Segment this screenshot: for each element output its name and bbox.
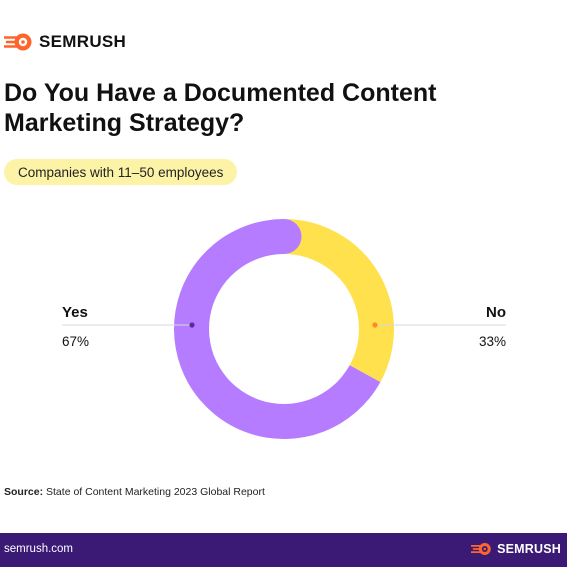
leader-dot-yes: [189, 322, 195, 328]
semrush-flame-icon: [4, 33, 32, 51]
footer-url[interactable]: semrush.com: [4, 543, 74, 555]
chart-title: Do You Have a Documented Content Marketi…: [4, 79, 437, 137]
donut-slices: [173, 219, 394, 440]
donut-slice-cap-yes: [266, 219, 302, 254]
leader-dot-no: [372, 322, 378, 328]
semrush-flame-icon: [471, 543, 491, 555]
footer-brand-wordmark: SEMRUSH: [497, 542, 561, 556]
footer-bar: semrush.com SEMRUSH: [0, 533, 567, 567]
donut-slice-no: [284, 219, 394, 382]
footer-brand-logo: SEMRUSH: [471, 542, 561, 556]
donut-slice-yes: [173, 219, 381, 440]
slice-label-yes: Yes: [62, 304, 88, 321]
brand-wordmark: SEMRUSH: [39, 32, 127, 51]
leader-lines: [62, 322, 506, 328]
slice-value-yes: 67%: [62, 334, 89, 349]
slice-label-no: No: [486, 304, 506, 321]
source-label: Source:: [4, 486, 44, 498]
slice-value-no: 33%: [479, 334, 506, 349]
slice-labels: Yes 67% No 33%: [62, 304, 506, 349]
segment-badge: Companies with 11–50 employees: [4, 159, 238, 185]
brand-logo: SEMRUSH: [4, 32, 126, 52]
source-note: Source: State of Content Marketing 2023 …: [4, 486, 265, 498]
source-text: State of Content Marketing 2023 Global R…: [46, 486, 265, 498]
